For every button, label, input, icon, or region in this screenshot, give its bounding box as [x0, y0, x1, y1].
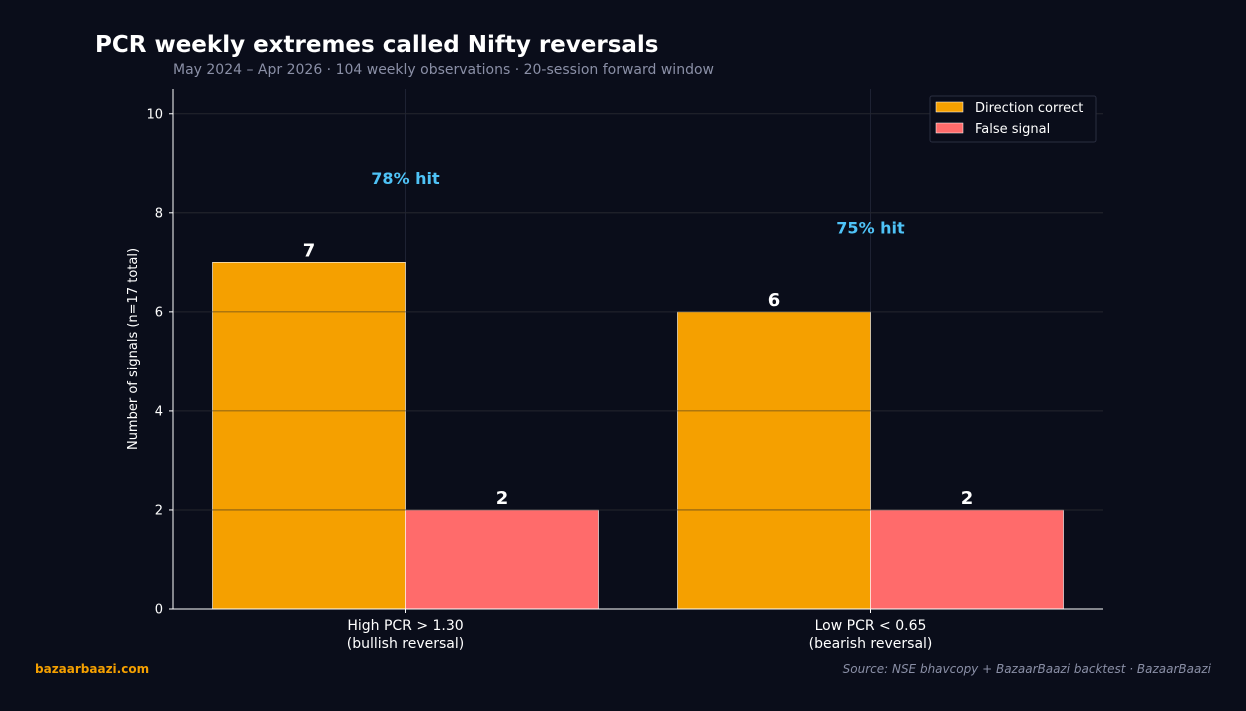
y-tick-label: 2	[155, 503, 163, 518]
axes: 0 2 4 6 8 10 High PCR > 1.30 (bullish reversal)…	[126, 89, 1103, 652]
y-tick-label: 0	[155, 603, 163, 618]
legend-label-0: Direction correct	[975, 101, 1083, 116]
bar-correct-1	[677, 311, 871, 610]
y-axis-label: Number of signals (n=17 total)	[126, 248, 141, 450]
hit-rate-annotation: 75% hit	[836, 219, 905, 238]
labels: 7 6 2 2 78% hit 75% hit	[303, 169, 974, 509]
chart-title: PCR weekly extremes called Nifty reversa…	[95, 32, 659, 58]
brand-logo-text[interactable]: bazaarbaazi.com	[35, 662, 150, 676]
x-tick-label: Low PCR < 0.65	[815, 618, 927, 634]
source-note: Source: NSE bhavcopy + BazaarBaazi backt…	[842, 662, 1211, 676]
legend-swatch-0	[935, 101, 964, 113]
y-tick-label: 6	[155, 305, 163, 320]
x-tick-label: High PCR > 1.30	[347, 618, 463, 634]
bars	[173, 113, 1103, 610]
y-tick-label: 8	[155, 206, 163, 221]
y-tick-label: 10	[146, 107, 163, 122]
chart-subtitle: May 2024 – Apr 2026 · 104 weekly observa…	[173, 62, 714, 78]
value-label: 6	[768, 290, 781, 311]
legend-label-1: False signal	[975, 122, 1050, 137]
x-tick-label: (bullish reversal)	[347, 636, 464, 652]
legend-swatch-1	[935, 122, 964, 134]
x-tick-label: (bearish reversal)	[809, 636, 933, 652]
y-tick-label: 4	[155, 404, 163, 419]
legend: Direction correct False signal	[929, 95, 1097, 143]
hit-rate-annotation: 78% hit	[371, 169, 440, 188]
bar-false-1	[870, 509, 1064, 610]
value-label: 2	[961, 488, 974, 509]
legend-box	[929, 95, 1097, 143]
value-label: 2	[496, 488, 509, 509]
bar-false-0	[405, 509, 599, 610]
value-label: 7	[303, 240, 316, 261]
bar-correct-0	[212, 262, 406, 610]
